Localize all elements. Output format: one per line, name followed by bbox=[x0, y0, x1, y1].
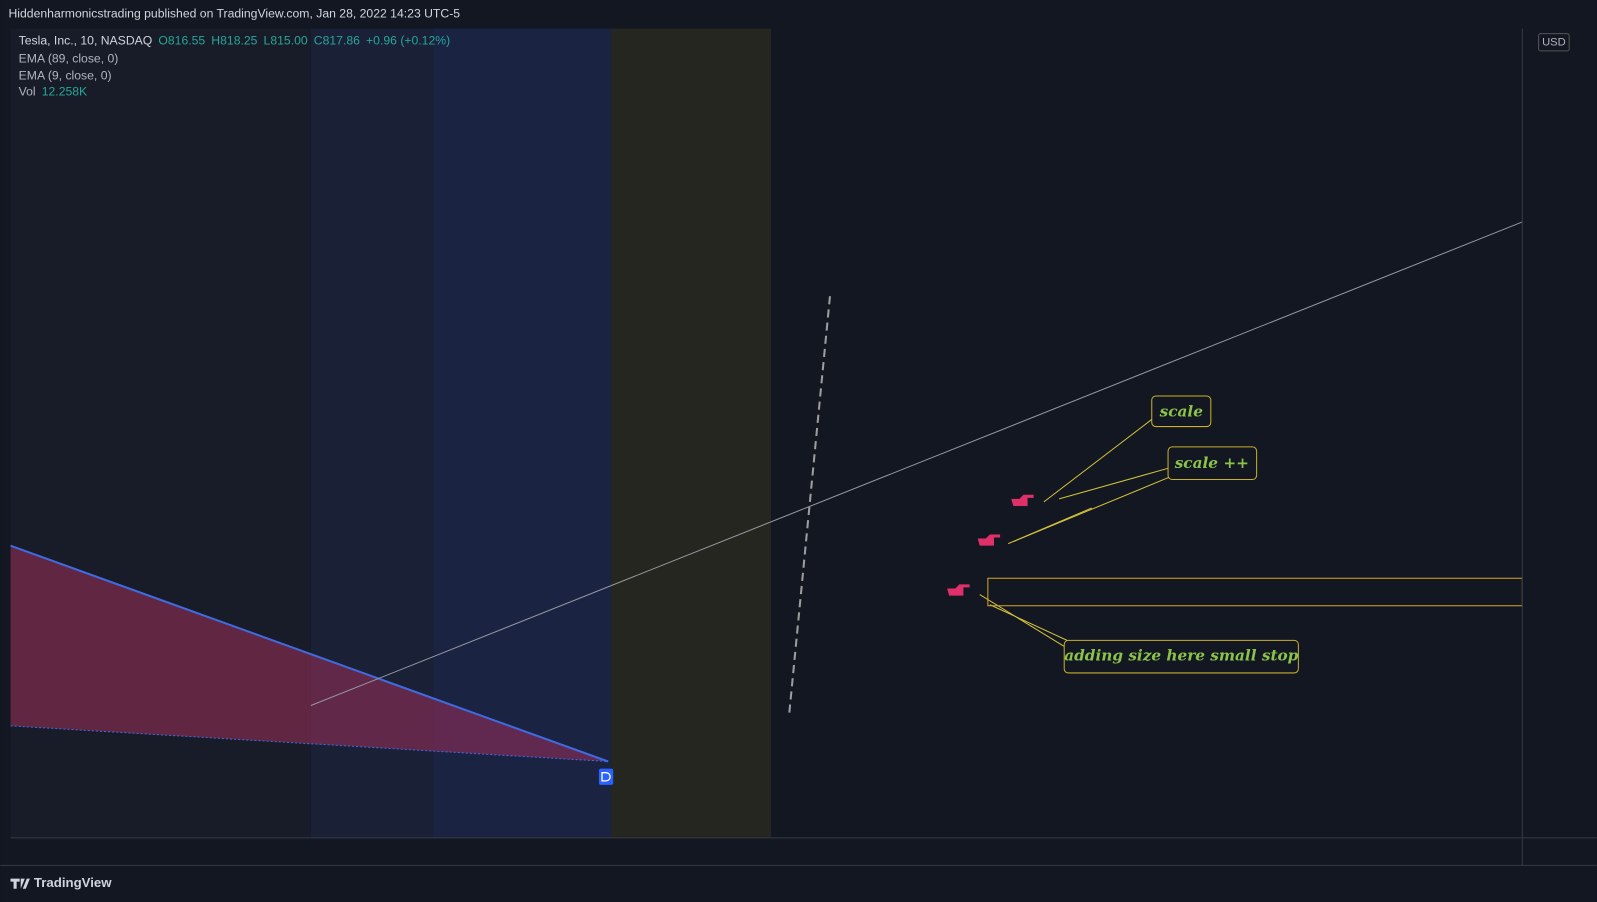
legend-vol-value: 12.258K bbox=[42, 85, 87, 99]
annotation: scale bbox=[1160, 402, 1204, 420]
annotation-connector bbox=[1008, 507, 1092, 545]
annotation: adding size here small stop bbox=[1064, 647, 1298, 665]
header: Hiddenharmonicstrading published on Trad… bbox=[8, 6, 460, 20]
hand-icon bbox=[977, 534, 1001, 546]
legend-change: +0.96 (+0.12%) bbox=[366, 34, 450, 48]
annotation: scale ++ bbox=[1175, 454, 1249, 472]
currency: USD bbox=[1542, 37, 1566, 49]
annotation-box bbox=[1151, 395, 1212, 428]
legend-vol-name: Vol bbox=[19, 85, 36, 99]
trend-line bbox=[310, 221, 1523, 706]
legend-symbol-name: Tesla, Inc., 10, NASDAQ bbox=[19, 34, 153, 48]
annotation-box bbox=[1167, 446, 1258, 481]
annotation-connector bbox=[1043, 419, 1153, 503]
logo bbox=[10, 878, 30, 889]
annotation-connector bbox=[979, 594, 1065, 647]
legend: Tesla, Inc., 10, NASDAQ O816.55 H818.25 L81… bbox=[19, 34, 451, 99]
price-axis bbox=[1522, 28, 1597, 866]
annotation-box bbox=[1063, 639, 1299, 674]
trend-line bbox=[10, 544, 609, 763]
annotation-connector bbox=[989, 604, 1070, 642]
legend-low: L815.00 bbox=[264, 34, 308, 48]
footer-brand: TradingView bbox=[34, 875, 112, 890]
dividend-marker bbox=[598, 768, 614, 785]
legend-open: O816.55 bbox=[158, 34, 205, 48]
hand-icon bbox=[947, 584, 970, 596]
legend-ema: EMA (89, close, 0) bbox=[19, 51, 119, 65]
session-shade bbox=[433, 28, 612, 838]
session-shade bbox=[611, 28, 772, 838]
hand-icon bbox=[1011, 494, 1034, 506]
legend-vol: Vol 12.258K bbox=[19, 85, 88, 99]
currency-box bbox=[1538, 33, 1570, 52]
dividend-marker-icon bbox=[601, 772, 611, 782]
legend-high: H818.25 bbox=[211, 34, 257, 48]
fib-trend bbox=[788, 295, 832, 713]
legend-symbol: Tesla, Inc., 10, NASDAQ O816.55 H818.25 L81… bbox=[19, 34, 451, 48]
legend-close: C817.86 bbox=[314, 34, 360, 48]
annotation-connector bbox=[1058, 467, 1169, 500]
legend-ema: EMA (9, close, 0) bbox=[19, 69, 112, 83]
